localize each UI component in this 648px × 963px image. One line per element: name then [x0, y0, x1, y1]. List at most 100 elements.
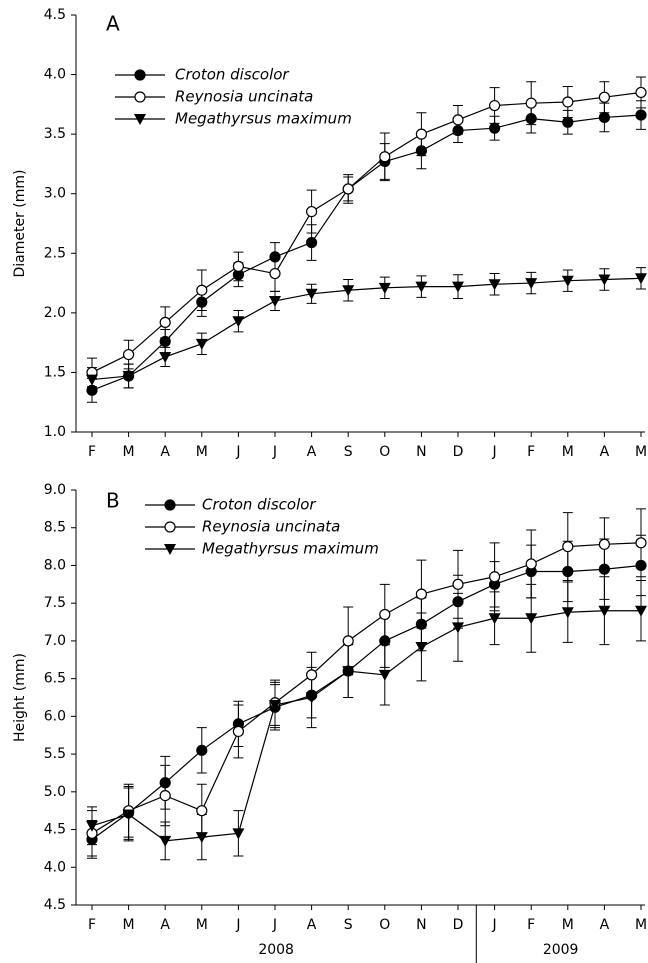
marker: [342, 183, 354, 195]
marker: [525, 558, 537, 570]
marker: [269, 295, 281, 307]
marker: [159, 777, 171, 789]
marker: [232, 316, 245, 328]
panel-label: B: [106, 489, 120, 513]
marker: [562, 565, 574, 578]
marker: [415, 618, 427, 630]
x-tick-label: M: [123, 444, 135, 460]
marker: [635, 605, 647, 617]
y-tick-label: 8.0: [44, 557, 66, 573]
x-group-label: 2009: [543, 942, 579, 958]
marker: [525, 278, 538, 290]
marker: [342, 635, 354, 647]
marker: [306, 205, 318, 218]
x-tick-label: A: [160, 444, 170, 460]
x-tick-label: A: [307, 917, 317, 933]
legend-marker: [164, 521, 176, 533]
marker: [269, 267, 281, 280]
marker: [635, 537, 647, 549]
marker: [489, 99, 501, 112]
series-line: [91, 564, 642, 840]
marker: [232, 828, 245, 840]
legend-marker: [134, 114, 146, 125]
y-axis-label: Height (mm): [12, 653, 28, 742]
x-tick-label: M: [635, 444, 647, 460]
marker: [598, 563, 611, 575]
marker: [598, 274, 611, 286]
series-line: [91, 277, 642, 381]
x-tick-label: F: [527, 917, 535, 933]
y-tick-label: 2.5: [44, 245, 66, 261]
marker: [488, 613, 501, 625]
marker: [86, 820, 98, 832]
marker: [489, 571, 501, 583]
marker: [525, 97, 537, 109]
series-line: [91, 610, 641, 842]
x-tick-label: A: [307, 444, 317, 460]
marker: [232, 725, 244, 738]
marker: [379, 608, 391, 621]
legend-marker: [134, 91, 146, 103]
marker: [196, 744, 208, 756]
y-tick-label: 4.5: [44, 897, 66, 913]
x-tick-label: M: [562, 444, 574, 460]
x-tick-label: J: [272, 444, 277, 460]
y-tick-label: 6.0: [44, 708, 66, 724]
marker: [379, 151, 391, 163]
x-group-label: 2008: [258, 942, 294, 958]
marker: [159, 789, 171, 802]
marker: [195, 338, 208, 350]
y-tick-label: 1.0: [44, 424, 66, 440]
x-tick-label: O: [379, 917, 390, 933]
panel-label: A: [106, 12, 120, 36]
marker: [452, 114, 464, 126]
x-tick-label: F: [88, 917, 96, 933]
y-axis-label: Diameter (mm): [12, 169, 28, 277]
marker: [306, 236, 318, 249]
marker: [415, 145, 427, 157]
marker: [562, 96, 574, 108]
y-tick-label: 8.5: [44, 520, 66, 536]
marker: [342, 666, 355, 678]
marker: [598, 605, 611, 617]
marker: [415, 281, 428, 293]
x-tick-label: J: [492, 917, 497, 933]
x-tick-label: M: [562, 917, 574, 933]
marker: [415, 641, 428, 653]
marker: [415, 588, 427, 600]
marker: [525, 613, 538, 625]
legend-marker: [164, 544, 176, 555]
marker: [452, 124, 464, 137]
marker: [86, 384, 98, 396]
y-tick-label: 7.0: [44, 633, 66, 649]
x-tick-label: D: [453, 917, 464, 933]
marker: [305, 692, 318, 704]
axes: [75, 15, 645, 433]
y-tick-label: 4.0: [44, 859, 66, 875]
marker: [635, 86, 647, 99]
y-tick-label: 5.0: [44, 784, 66, 800]
marker: [232, 260, 244, 272]
legend-marker: [164, 499, 176, 511]
x-tick-label: N: [416, 444, 426, 460]
marker: [635, 559, 647, 572]
x-tick-label: F: [88, 444, 96, 460]
x-tick-label: J: [492, 444, 497, 460]
x-tick-label: J: [235, 917, 240, 933]
y-tick-label: 5.5: [44, 746, 66, 762]
y-tick-label: 4.0: [44, 67, 66, 83]
legend-label: Megathyrsus maximum: [202, 540, 379, 558]
marker: [452, 596, 464, 608]
marker: [635, 109, 647, 121]
y-tick-label: 6.5: [44, 671, 66, 687]
marker: [635, 273, 647, 285]
marker: [598, 111, 611, 124]
marker: [452, 281, 464, 293]
marker: [305, 288, 318, 300]
marker: [562, 116, 574, 128]
x-tick-label: O: [379, 444, 390, 460]
marker: [159, 351, 172, 363]
x-tick-label: F: [527, 444, 535, 460]
series-line: [91, 91, 642, 373]
